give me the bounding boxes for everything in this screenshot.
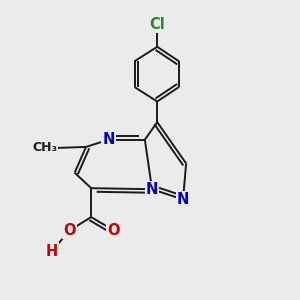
Text: O: O [108,223,120,238]
Text: O: O [63,223,76,238]
Text: N: N [177,192,189,207]
Text: CH₃: CH₃ [32,141,57,154]
Text: N: N [103,132,115,147]
Text: H: H [46,244,58,259]
Text: Cl: Cl [149,16,165,32]
Text: N: N [146,182,158,197]
